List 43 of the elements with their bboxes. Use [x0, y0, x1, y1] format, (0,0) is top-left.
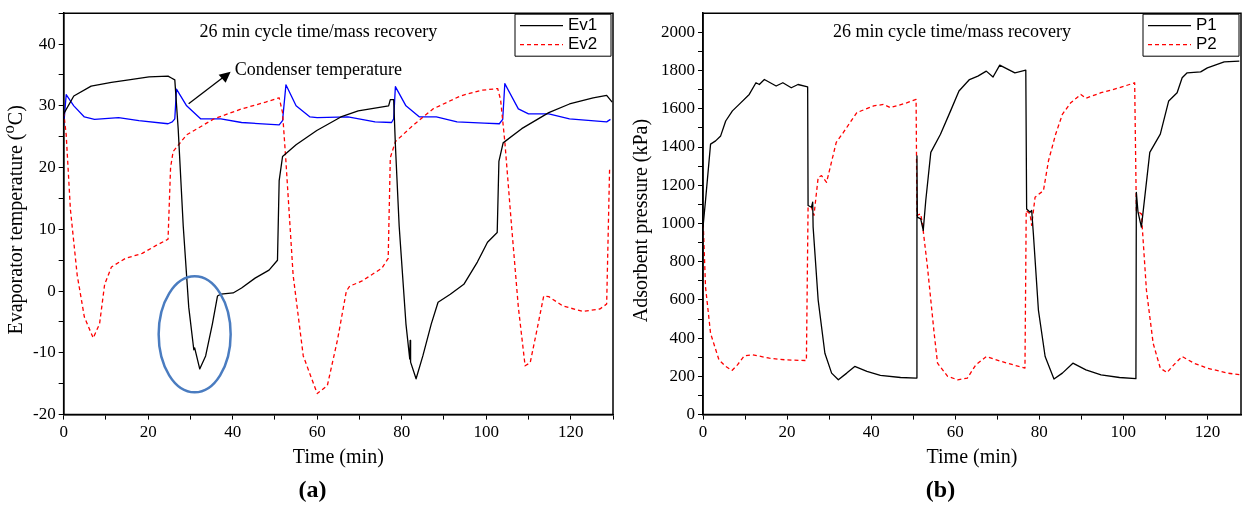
x-tick-label: 20 — [778, 422, 796, 442]
y-tick-label: 1400 — [661, 136, 695, 156]
x-tick-label: 120 — [557, 422, 584, 442]
x-tick-label: 80 — [393, 422, 411, 442]
legend-label: P2 — [1196, 34, 1217, 54]
x-tick-label: 40 — [224, 422, 242, 442]
legend-label: Ev1 — [568, 15, 598, 35]
y-tick-label: 0 — [686, 404, 695, 424]
x-tick-label: 80 — [1030, 422, 1048, 442]
y-tick-label: -20 — [32, 404, 56, 424]
y-tick-label: 1600 — [661, 98, 695, 118]
y-tick-label: -10 — [32, 342, 56, 362]
x-axis-title: Time (min) — [292, 445, 384, 469]
y-tick-label: 400 — [669, 327, 695, 347]
legend-label: Ev2 — [568, 34, 598, 54]
y-tick-label: 800 — [669, 251, 695, 271]
y-tick-label: 20 — [38, 157, 56, 177]
text: (b) — [924, 476, 957, 503]
x-tick-label: 20 — [139, 422, 157, 442]
x-tick-label: 120 — [1194, 422, 1221, 442]
text: (a) — [297, 476, 328, 503]
x-tick-label: 100 — [473, 422, 499, 442]
annotation: Condenser temperature — [234, 58, 403, 79]
y-tick-label: 1200 — [661, 174, 695, 194]
x-axis-title: Time (min) — [926, 445, 1018, 469]
y-tick-label: 10 — [38, 218, 56, 238]
y-tick-label: 40 — [38, 33, 56, 53]
x-tick-label: 100 — [1110, 422, 1137, 442]
chart-title: 26 min cycle time/mass recovery — [199, 20, 438, 41]
y-tick-label: 200 — [669, 365, 695, 385]
y-tick-label: 1800 — [661, 60, 695, 80]
chart-title: 26 min cycle time/mass recovery — [833, 20, 1071, 41]
x-tick-label: 60 — [308, 422, 326, 442]
y-tick-label: 30 — [38, 95, 56, 115]
y-tick-label: 0 — [47, 280, 56, 300]
x-tick-label: 40 — [862, 422, 880, 442]
legend-label: P1 — [1196, 15, 1217, 35]
y-axis-title: Adsorbent pressure (kPa) — [629, 118, 653, 322]
y-tick-label: 1000 — [661, 212, 695, 232]
y-tick-label: 600 — [669, 289, 695, 309]
x-tick-label: 0 — [698, 422, 708, 442]
x-tick-label: 60 — [946, 422, 964, 442]
y-tick-label: 2000 — [661, 21, 695, 41]
